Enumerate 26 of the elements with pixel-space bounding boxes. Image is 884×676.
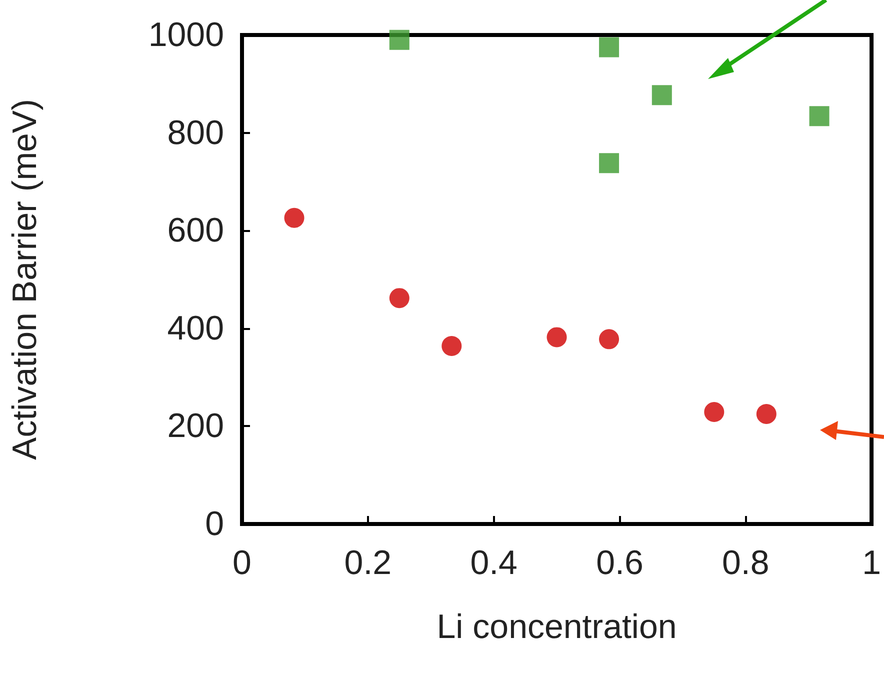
- x-tick-label: 1: [862, 544, 882, 582]
- x-tick-label: 0: [232, 544, 252, 582]
- point: [546, 327, 567, 348]
- point: [809, 106, 830, 126]
- point: [704, 402, 724, 422]
- point: [284, 208, 304, 228]
- y-tick-label: 0: [205, 505, 224, 543]
- point: [389, 30, 410, 50]
- point: [756, 404, 776, 424]
- y-tick-label: 1000: [148, 16, 224, 54]
- y-tick-label: 400: [167, 309, 224, 348]
- x-tick-label: 0.4: [470, 544, 518, 582]
- x-axis-title: Li concentration: [436, 608, 677, 646]
- point: [652, 85, 672, 106]
- y-tick-label: 600: [167, 212, 224, 250]
- point: [389, 288, 410, 308]
- y-tick-label: 200: [167, 407, 224, 446]
- point: [442, 336, 462, 356]
- y-tick-label: 800: [167, 114, 224, 152]
- y-axis-title: Activation Barrier (meV): [6, 99, 44, 460]
- point: [599, 37, 620, 58]
- point: [599, 329, 620, 350]
- point: [599, 153, 620, 174]
- x-tick-label: 0.2: [344, 544, 392, 582]
- x-tick-label: 0.6: [596, 544, 644, 582]
- x-tick-label: 0.8: [722, 544, 770, 582]
